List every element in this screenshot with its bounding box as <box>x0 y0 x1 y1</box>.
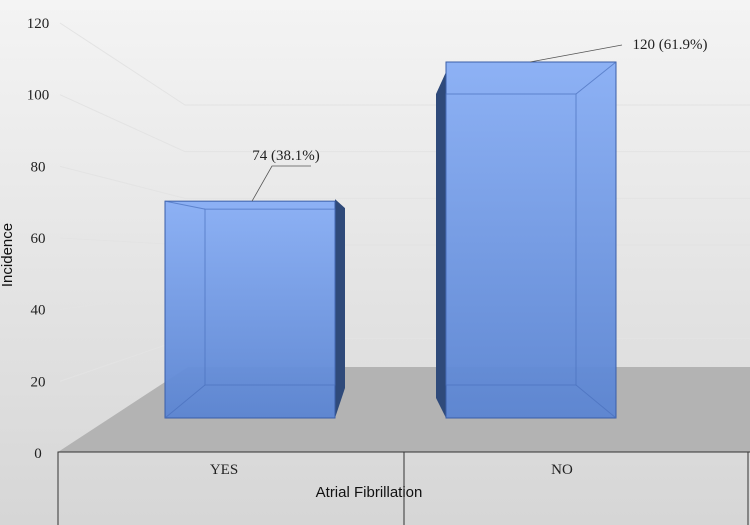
y-tick-label: 40 <box>31 303 46 319</box>
bar-back-edge <box>445 93 577 386</box>
bars <box>164 61 617 419</box>
bar-back-edge <box>204 208 336 386</box>
bar-front-face <box>445 61 617 419</box>
y-tick-label: 0 <box>34 446 42 462</box>
bar-side-face <box>436 72 446 418</box>
y-tick-label: 100 <box>27 88 50 104</box>
data-label-leader <box>529 44 623 63</box>
data-label: 74 (38.1%) <box>252 148 320 164</box>
bar-depth-edge <box>575 61 617 95</box>
x-axis: YES NO <box>57 451 750 525</box>
data-label: 120 (61.9%) <box>633 37 708 53</box>
bar-depth-edge <box>164 200 206 210</box>
data-label-leader <box>251 165 311 202</box>
y-tick-label: 120 <box>27 16 50 32</box>
y-tick-label: 20 <box>31 374 46 390</box>
x-axis-line <box>57 451 750 525</box>
bar-yes <box>164 199 345 419</box>
x-tick-label: NO <box>551 462 573 478</box>
y-tick-label: 60 <box>31 231 46 247</box>
x-axis-title: Atrial Fibrillation <box>316 484 423 501</box>
bar-depth-edge <box>164 384 206 419</box>
bar-side-face <box>335 199 345 418</box>
x-tick-label: YES <box>210 462 238 478</box>
y-tick-label: 80 <box>31 159 46 175</box>
bar-no <box>436 61 617 419</box>
y-axis-title: Incidence <box>0 223 16 287</box>
y-axis-ticks: 0 20 40 60 80 100 120 <box>27 16 50 462</box>
bar-front-face <box>164 200 336 419</box>
data-labels: 74 (38.1%) 120 (61.9%) <box>251 37 708 202</box>
bar-depth-edge <box>575 384 617 419</box>
